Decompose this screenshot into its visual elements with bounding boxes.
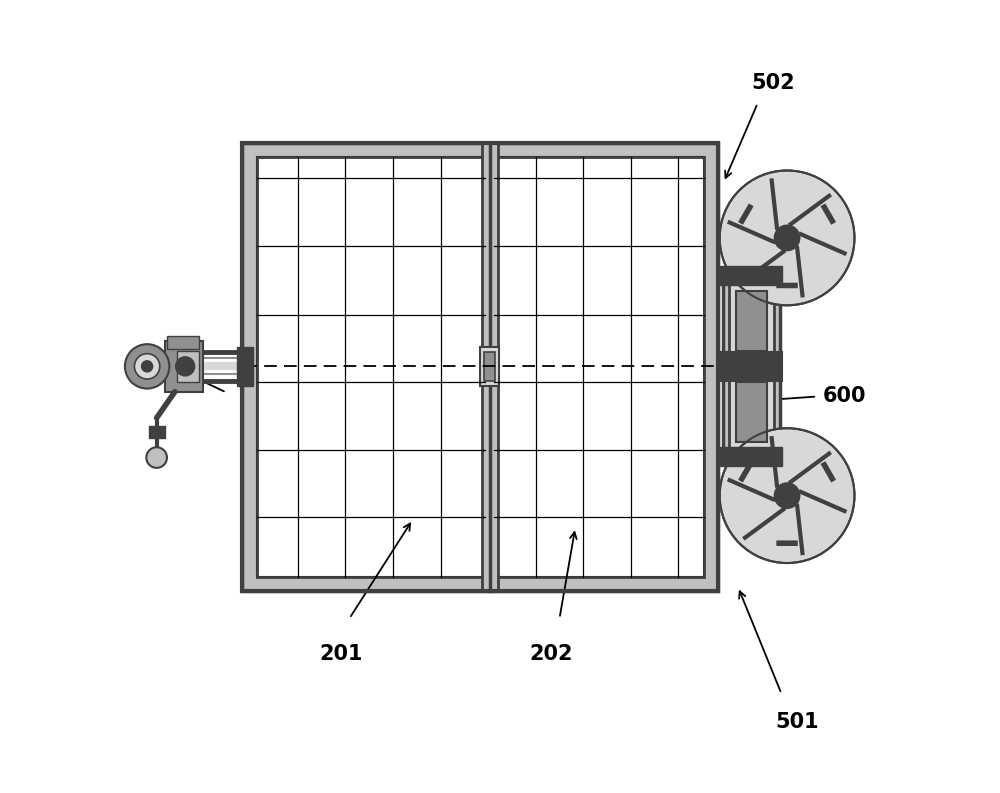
Bar	[494, 157, 704, 577]
Bar	[736, 291, 767, 351]
Bar	[723, 271, 780, 462]
Bar	[720, 352, 782, 381]
Bar	[720, 447, 782, 466]
Bar	[149, 426, 165, 438]
Bar	[482, 143, 498, 591]
Bar	[494, 157, 704, 577]
Bar	[729, 283, 774, 358]
Bar	[237, 347, 253, 386]
Circle shape	[774, 225, 800, 251]
Bar	[242, 143, 718, 591]
Bar	[484, 352, 495, 381]
Circle shape	[774, 483, 800, 508]
Bar	[167, 336, 199, 349]
Circle shape	[125, 344, 169, 389]
Bar	[177, 351, 199, 382]
Text: 502: 502	[752, 73, 795, 94]
Bar	[480, 347, 499, 386]
Circle shape	[142, 361, 153, 372]
Text: 202: 202	[530, 644, 573, 665]
Circle shape	[176, 357, 195, 376]
Circle shape	[146, 447, 167, 468]
Circle shape	[720, 428, 854, 563]
Bar	[242, 143, 718, 591]
Bar	[165, 341, 203, 392]
Bar	[257, 157, 485, 577]
Text: 501: 501	[776, 711, 819, 732]
Circle shape	[720, 170, 854, 305]
Text: 201: 201	[320, 644, 363, 665]
Circle shape	[134, 354, 160, 379]
Bar	[720, 266, 782, 285]
Bar	[729, 374, 774, 450]
Bar	[736, 382, 767, 442]
Text: 100: 100	[155, 358, 198, 379]
Bar	[257, 157, 485, 577]
Text: 600: 600	[823, 386, 867, 407]
